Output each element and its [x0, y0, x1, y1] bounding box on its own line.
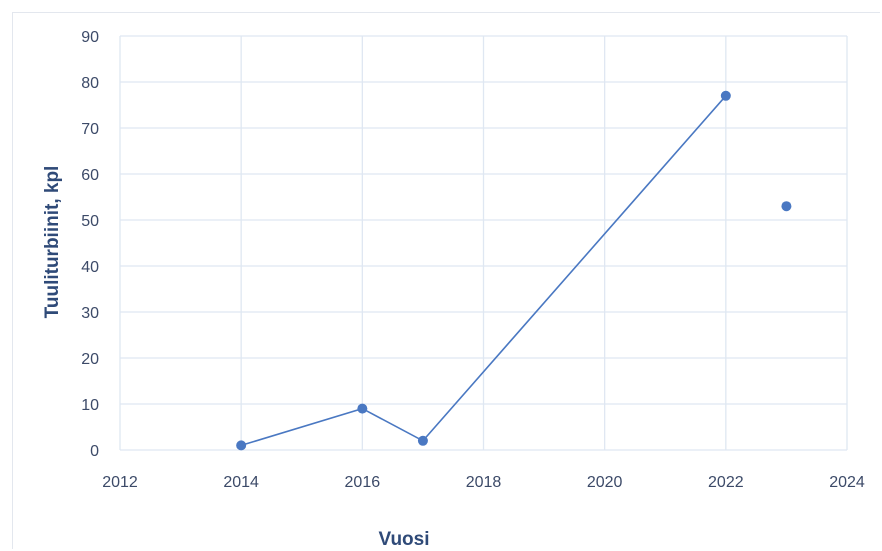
- y-tick-label: 60: [81, 167, 99, 184]
- x-tick-label: 2016: [345, 474, 381, 491]
- y-axis-title: Tuuliturbiinit, kpl: [42, 166, 63, 319]
- x-tick-label: 2012: [102, 474, 138, 491]
- series-line: [240, 95, 727, 447]
- x-tick-label: 2020: [587, 474, 623, 491]
- series-lines: [240, 95, 727, 447]
- data-point: [720, 90, 731, 101]
- y-tick-label: 50: [81, 213, 99, 230]
- x-tick-label: 2024: [829, 474, 865, 491]
- y-tick-label: 20: [81, 351, 99, 368]
- chart-frame: [12, 12, 880, 549]
- y-tick-label: 80: [81, 75, 99, 92]
- x-tick-label: 2014: [223, 474, 259, 491]
- x-tick-label: 2018: [466, 474, 502, 491]
- x-tick-label: 2022: [708, 474, 744, 491]
- y-tick-label: 70: [81, 121, 99, 138]
- x-tick-labels: 2012 2014 2016 2018 2020 2022 2024: [102, 474, 865, 491]
- data-point: [236, 440, 247, 451]
- data-point: [417, 435, 428, 446]
- y-tick-label: 30: [81, 305, 99, 322]
- y-tick-label: 10: [81, 397, 99, 414]
- y-tick-label: 90: [81, 29, 99, 46]
- series-points: [236, 90, 792, 451]
- y-tick-label: 0: [90, 443, 99, 460]
- y-tick-labels: 0 10 20 30 40 50 60 70 80 90: [81, 29, 99, 460]
- data-point: [357, 403, 368, 414]
- grid-lines: [119, 35, 848, 451]
- y-tick-label: 40: [81, 259, 99, 276]
- data-point: [781, 201, 792, 212]
- x-axis-title: Vuosi: [378, 529, 429, 550]
